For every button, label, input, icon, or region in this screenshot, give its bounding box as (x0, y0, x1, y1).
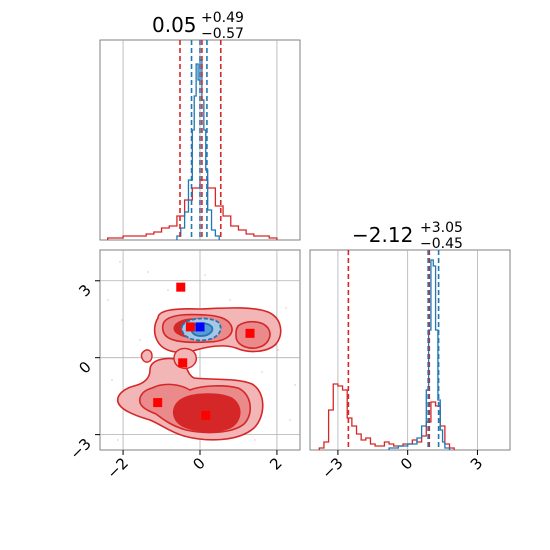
contour-island-left (140, 349, 153, 363)
panel-bottom-left: −2 0 2 −3 0 3 (66, 249, 301, 482)
histogram-red-y (318, 383, 455, 450)
panel-bottom-right-quantile-lines (347, 250, 440, 450)
title-br-sup: +3.05 (420, 220, 463, 236)
y-tick-label: 0 (75, 358, 94, 377)
panel-bottom-left-contours (107, 261, 296, 441)
title-br-sub: −0.45 (420, 236, 463, 252)
x-tick-label: 0 (189, 454, 208, 473)
histogram-blue-x (176, 59, 220, 240)
panel-top-left-histograms (107, 59, 278, 240)
panel-bottom-right-histograms (318, 259, 455, 450)
marker-red (245, 328, 255, 338)
panel-bottom-left-markers (153, 282, 255, 420)
panel-bottom-right: −3 0 3 −2.12 +3.05 −0.45 (309, 220, 511, 482)
title-tl-sub: −0.57 (201, 26, 244, 42)
marker-red (176, 282, 186, 292)
x-tick-label: −3 (318, 454, 346, 482)
title-tl-main: 0.05 (152, 13, 197, 37)
panel-bottom-right-grid (337, 250, 478, 450)
marker-red (201, 410, 211, 420)
panel-top-left-title: 0.05 (152, 13, 197, 37)
marker-blue (195, 322, 205, 332)
panel-bottom-right-ticks: −3 0 3 (318, 450, 486, 482)
panel-top-left: 0.05 +0.49 −0.57 (99, 10, 301, 241)
y-tick-label: −3 (66, 435, 94, 463)
y-tick-label: 3 (75, 281, 94, 300)
x-tick-label: −2 (104, 454, 132, 482)
histogram-red-x (107, 179, 278, 240)
histogram-blue-y (388, 259, 451, 450)
x-tick-label: 0 (397, 454, 416, 473)
marker-red (178, 358, 188, 368)
title-tl-sup: +0.49 (201, 10, 244, 26)
title-br-main: −2.12 (352, 223, 413, 247)
panel-top-left-quantile-lines (179, 40, 222, 240)
x-tick-label: 2 (266, 454, 285, 473)
marker-red (185, 322, 195, 332)
marker-red (153, 398, 163, 408)
x-tick-label: 3 (467, 454, 486, 473)
panel-bottom-right-frame (309, 249, 511, 451)
